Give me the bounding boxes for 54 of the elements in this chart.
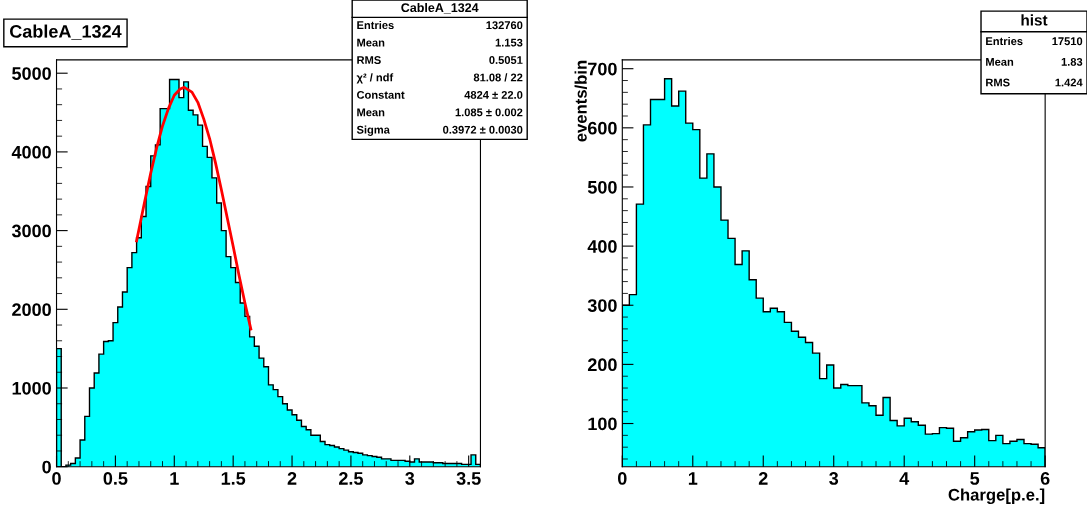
x-tick-label: 1 xyxy=(170,472,179,485)
annotation: Constant xyxy=(356,90,405,99)
annotation: RMS xyxy=(986,78,1010,87)
text: hist xyxy=(1021,14,1048,26)
text: Entries xyxy=(986,36,1023,46)
text: 132760 xyxy=(486,21,523,30)
text: CableA_1324 xyxy=(401,2,479,14)
y-tick-label: 300 xyxy=(587,299,617,312)
x-tick-label: 2.5 xyxy=(339,472,363,485)
y-tick-label: 1000 xyxy=(12,381,51,395)
text: 1.424 xyxy=(1055,78,1083,87)
annotation: Mean xyxy=(986,58,1014,66)
x-tick-label: 3 xyxy=(405,472,415,485)
text: 0.5051 xyxy=(489,56,523,64)
x-tick-label: 0.5 xyxy=(103,472,128,485)
x-tick-label: 2 xyxy=(287,472,297,485)
annotation: 4824 ± 22.0 xyxy=(464,90,523,99)
x-tick-label: 3 xyxy=(829,472,839,485)
x-tick-label: 6 xyxy=(1040,472,1050,485)
text: 17510 xyxy=(1052,37,1083,46)
y-tick-label: 5000 xyxy=(12,67,51,80)
x-tick-label: 1.5 xyxy=(221,472,246,485)
y-tick-label: 100 xyxy=(588,417,617,431)
x-tick-label: 0 xyxy=(618,472,627,485)
chart-title: CableA_1324 xyxy=(9,24,122,40)
y-tick-label: 400 xyxy=(587,240,617,253)
text: Entries xyxy=(357,20,394,30)
annotation: 1.085 ± 0.002 xyxy=(455,108,523,117)
y-tick-label: 2000 xyxy=(12,303,51,317)
x-tick-label: 5 xyxy=(970,472,980,485)
y-tick-label: 700 xyxy=(588,62,617,76)
y-tick-label: 500 xyxy=(587,180,617,194)
x-tick-label: 3.5 xyxy=(456,472,481,485)
text: 1.83 xyxy=(1061,57,1083,66)
x-axis-title: Charge[p.e.] xyxy=(948,488,1045,504)
annotation: RMS xyxy=(357,56,381,64)
y-tick-label: 0 xyxy=(42,460,51,474)
y-tick-label: 3000 xyxy=(11,224,51,238)
annotation: 81.08 / 22 xyxy=(473,73,523,82)
x-tick-label: 0 xyxy=(52,472,61,485)
x-tick-label: 2 xyxy=(758,472,768,485)
text: 1.153 xyxy=(495,38,523,47)
annotation: 0.3972 ± 0.0030 xyxy=(443,125,523,134)
annotation: Sigma xyxy=(356,125,390,136)
line-series xyxy=(135,85,253,331)
x-tick-label: 1 xyxy=(688,472,698,485)
x-tick-label: 4 xyxy=(899,472,910,485)
annotation: Mean xyxy=(357,108,385,117)
y-axis-title: events/bin xyxy=(574,60,587,142)
y-tick-label: 4000 xyxy=(11,145,51,159)
text: Mean xyxy=(357,38,385,47)
y-tick-label: 200 xyxy=(587,358,617,372)
y-tick-label: 600 xyxy=(587,121,617,135)
annotation: χ² / ndf xyxy=(356,73,394,84)
